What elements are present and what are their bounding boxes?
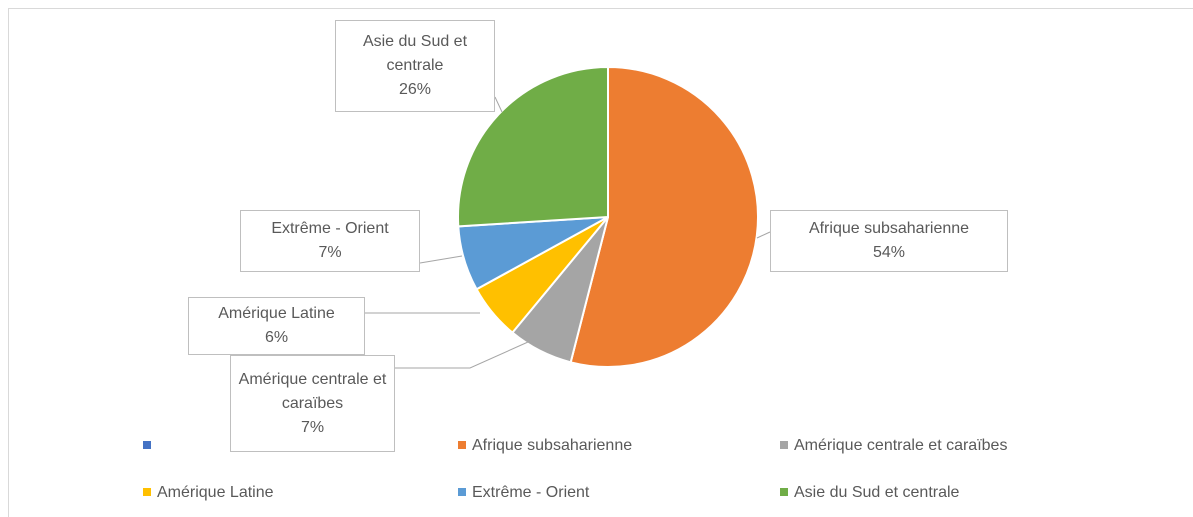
pie-slice [569, 65, 759, 368]
leader-line [419, 255, 463, 264]
legend-swatch [458, 488, 466, 496]
data-label-category: Extrême - Orient [271, 220, 389, 237]
legend-swatch [780, 488, 788, 496]
data-label-category: Afrique subsaharienne [808, 220, 970, 237]
legend-swatch [780, 441, 788, 449]
data-label-category: Amérique Latine [218, 305, 335, 322]
leader-line [756, 231, 771, 239]
pie-slice [457, 65, 609, 228]
data-label: Amérique Latine 6% [188, 297, 365, 355]
legend-label: Extrême - Orient [472, 484, 590, 501]
legend-label: Amérique centrale et caraïbes [794, 437, 1007, 454]
data-label-value: 6% [264, 329, 289, 346]
legend-swatch [143, 488, 151, 496]
data-label-value: 7% [300, 418, 325, 436]
data-label-value: 26% [398, 81, 432, 98]
leader-line [395, 341, 529, 369]
data-label: Amérique centrale et caraïbes 7% [230, 355, 395, 452]
leader-line [494, 96, 503, 113]
chart-border [8, 8, 1193, 517]
legend-label: Asie du Sud et centrale [794, 484, 960, 501]
data-label: Afrique subsaharienne 54% [770, 210, 1008, 272]
legend-swatch [143, 441, 151, 449]
data-label-category: Amérique centrale et caraïbes [238, 370, 387, 412]
data-label-value: 54% [872, 244, 906, 261]
data-label: Asie du Sud et centrale 26% [335, 20, 495, 112]
legend-label: Afrique subsaharienne [472, 437, 632, 454]
data-label-value: 7% [318, 244, 342, 261]
legend-label: Amérique Latine [157, 484, 274, 501]
legend-swatch [458, 441, 466, 449]
data-label-category: Asie du Sud et centrale [362, 33, 468, 74]
data-label: Extrême - Orient 7% [240, 210, 420, 272]
